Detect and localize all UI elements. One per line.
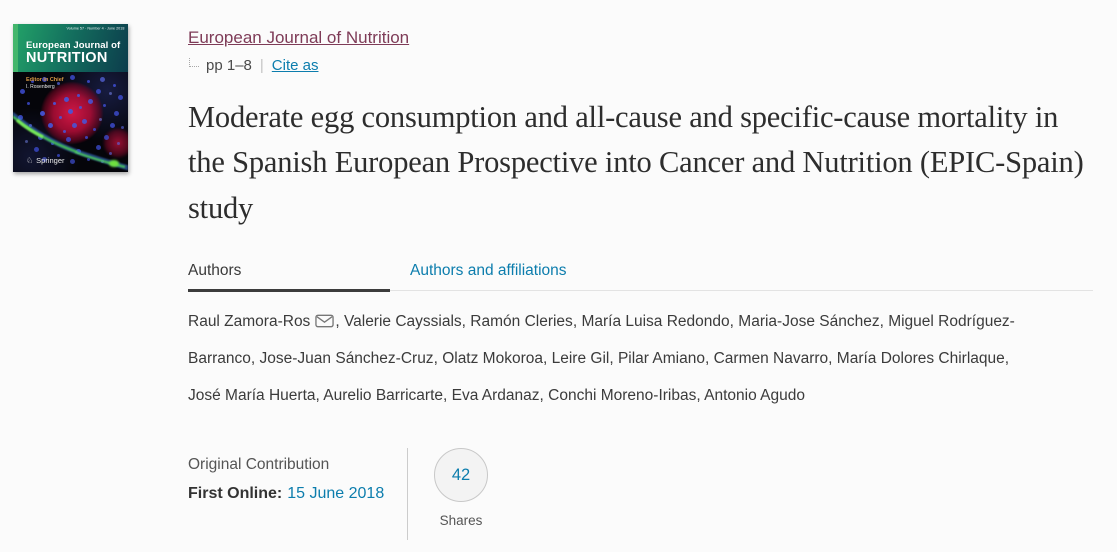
cover-spine-stripe (13, 24, 18, 72)
springer-logo-text: Springer (36, 156, 65, 165)
author-name: María Dolores Chirlaque (836, 350, 1005, 368)
cover-editor-label: Editor in Chief (26, 77, 64, 83)
author-tabs: Authors Authors and affiliations (188, 256, 1093, 293)
article-type: Original Contribution (188, 456, 330, 474)
author-name: Carmen Navarro (713, 350, 829, 368)
springer-logo: ♘ Springer (26, 156, 65, 165)
author-name: Ramón Cleries (470, 313, 573, 331)
envelope-icon[interactable] (315, 314, 335, 328)
cover-editor-name: I. Rosenberg (26, 84, 55, 91)
cover-header-band: Volume 57 · Number 4 · June 2018 Europea… (13, 24, 128, 72)
cover-red-cell-patch (103, 128, 128, 158)
cover-journal-name-line1: European Journal of (26, 40, 121, 51)
tree-branch-icon (189, 58, 199, 67)
author-name: Aurelio Barricarte (323, 387, 444, 405)
article-meta-row: Original Contribution First Online: 15 Ju… (188, 448, 1093, 541)
cite-as-link[interactable]: Cite as (271, 57, 319, 74)
cover-editor-info: Editor in Chief I. Rosenberg (26, 76, 64, 92)
author-name: María Luisa Redondo (581, 313, 730, 331)
author-name: Leire Gil (551, 350, 610, 368)
cover-issue-info: Volume 57 · Number 4 · June 2018 (66, 27, 124, 31)
cover-green-membrane (13, 111, 128, 171)
first-online-row: First Online: 15 June 2018 (188, 485, 407, 503)
page-range: pp 1–8 (206, 57, 252, 74)
separator: | (259, 57, 264, 74)
journal-title-link[interactable]: European Journal of Nutrition (188, 28, 410, 47)
article-title: Moderate egg consumption and all-cause a… (188, 100, 1084, 225)
article-meta: Original Contribution First Online: 15 Ju… (188, 448, 407, 540)
cover-microscopy-image: Editor in Chief I. Rosenberg ♘ Springer (13, 72, 128, 172)
author-name: Eva Ardanaz (451, 387, 540, 405)
author-name: José María Huerta (188, 387, 316, 405)
pagination-row: pp 1–8 | Cite as (188, 57, 1093, 74)
author-name: Olatz Mokoroa (442, 350, 543, 368)
cover-red-cell-cluster (41, 82, 103, 144)
journal-cover[interactable]: Volume 57 · Number 4 · June 2018 Europea… (13, 24, 128, 172)
cover-green-spot (109, 160, 119, 167)
first-online-date-link[interactable]: 15 June 2018 (287, 485, 385, 503)
author-name: Miguel Rodríguez-Barranco (188, 313, 1015, 368)
shares-circle[interactable]: 42 (434, 448, 488, 503)
cover-journal-name: European Journal of NUTRITION (26, 40, 121, 67)
author-name: Valerie Cayssials (343, 313, 462, 331)
shares-badge: 42 Shares (434, 448, 488, 540)
author-name: Conchi Moreno-Iribas (548, 387, 697, 405)
tab-authors-and-affiliations[interactable]: Authors and affiliations (410, 262, 567, 280)
author-name: Maria-Jose Sánchez (738, 313, 880, 331)
author-name: Antonio Agudo (704, 387, 805, 405)
author-list: Raul Zamora-Ros, Valerie Cayssials, Ramó… (188, 313, 1015, 405)
shares-label: Shares (439, 513, 483, 529)
first-online-label: First Online: (188, 485, 283, 503)
shares-count: 42 (451, 465, 471, 484)
author-name: Raul Zamora-Ros (188, 313, 311, 331)
author-name: Jose-Juan Sánchez-Cruz (259, 350, 434, 368)
article-header: European Journal of Nutrition pp 1–8 | C… (188, 28, 1093, 541)
cover-journal-name-line2: NUTRITION (26, 50, 108, 67)
vertical-divider (407, 448, 408, 541)
springer-horse-icon: ♘ (26, 155, 34, 165)
author-name: Pilar Amiano (617, 350, 705, 368)
tab-authors[interactable]: Authors (188, 256, 390, 293)
